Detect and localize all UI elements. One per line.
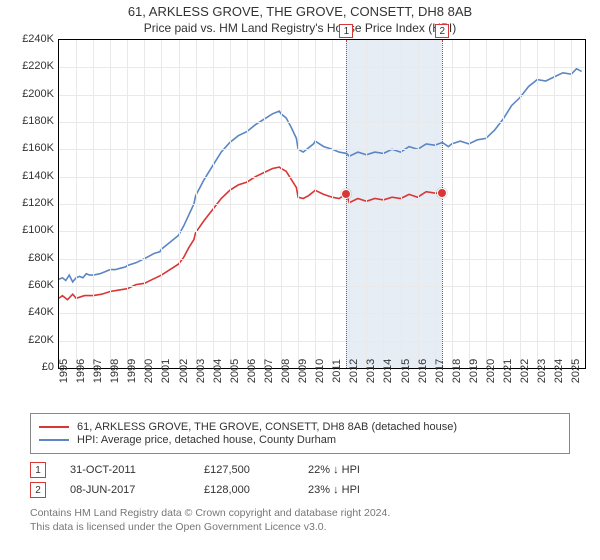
chart: 12 £0 £20K £40K £60K £80K £100K £120K £140K £160… — [10, 39, 590, 407]
callout-row: 1 31-OCT-2011 £127,500 22% ↓ HPI — [30, 462, 570, 478]
y-tick-label: £120K — [10, 197, 54, 209]
chart-title: 61, ARKLESS GROVE, THE GROVE, CONSETT, D… — [0, 4, 600, 19]
callout-price: £128,000 — [204, 484, 284, 496]
callout-date: 08-JUN-2017 — [70, 484, 180, 496]
y-tick-label: £140K — [10, 170, 54, 182]
swatch-paid — [39, 426, 69, 428]
y-tick-label: £220K — [10, 60, 54, 72]
callouts-table: 1 31-OCT-2011 £127,500 22% ↓ HPI 2 08-JUN-201… — [30, 462, 570, 498]
footer-copyright: Contains HM Land Registry data © Crown c… — [30, 506, 570, 520]
callout-row: 2 08-JUN-2017 £128,000 23% ↓ HPI — [30, 482, 570, 498]
x-tick-label: 2025 — [570, 359, 600, 383]
callout-marker-box: 2 — [435, 24, 449, 38]
callout-marker-box: 1 — [339, 24, 353, 38]
callout-number-box: 2 — [30, 482, 46, 498]
callout-price: £127,500 — [204, 464, 284, 476]
swatch-hpi — [39, 439, 69, 441]
legend-label-paid: 61, ARKLESS GROVE, THE GROVE, CONSETT, D… — [77, 421, 457, 433]
y-tick-label: £0 — [10, 361, 54, 373]
y-tick-label: £160K — [10, 142, 54, 154]
callout-pct: 22% ↓ HPI — [308, 464, 418, 476]
data-marker — [437, 188, 447, 198]
footer-licence: This data is licensed under the Open Gov… — [30, 520, 570, 534]
legend-row-paid: 61, ARKLESS GROVE, THE GROVE, CONSETT, D… — [39, 421, 561, 433]
y-tick-label: £60K — [10, 279, 54, 291]
data-marker — [341, 189, 351, 199]
y-tick-label: £240K — [10, 33, 54, 45]
legend-row-hpi: HPI: Average price, detached house, Coun… — [39, 434, 561, 446]
chart-subtitle: Price paid vs. HM Land Registry's House … — [0, 21, 600, 35]
y-tick-label: £80K — [10, 252, 54, 264]
y-tick-label: £20K — [10, 334, 54, 346]
plot-area: 12 — [58, 39, 586, 369]
y-tick-label: £200K — [10, 88, 54, 100]
header: 61, ARKLESS GROVE, THE GROVE, CONSETT, D… — [0, 0, 600, 37]
legend: 61, ARKLESS GROVE, THE GROVE, CONSETT, D… — [30, 413, 570, 454]
callout-pct: 23% ↓ HPI — [308, 484, 418, 496]
legend-label-hpi: HPI: Average price, detached house, Coun… — [77, 434, 336, 446]
y-tick-label: £100K — [10, 224, 54, 236]
callout-date: 31-OCT-2011 — [70, 464, 180, 476]
y-tick-label: £180K — [10, 115, 54, 127]
series-paid — [59, 167, 442, 300]
footer: Contains HM Land Registry data © Crown c… — [30, 506, 570, 534]
y-tick-label: £40K — [10, 306, 54, 318]
callout-number-box: 1 — [30, 462, 46, 478]
